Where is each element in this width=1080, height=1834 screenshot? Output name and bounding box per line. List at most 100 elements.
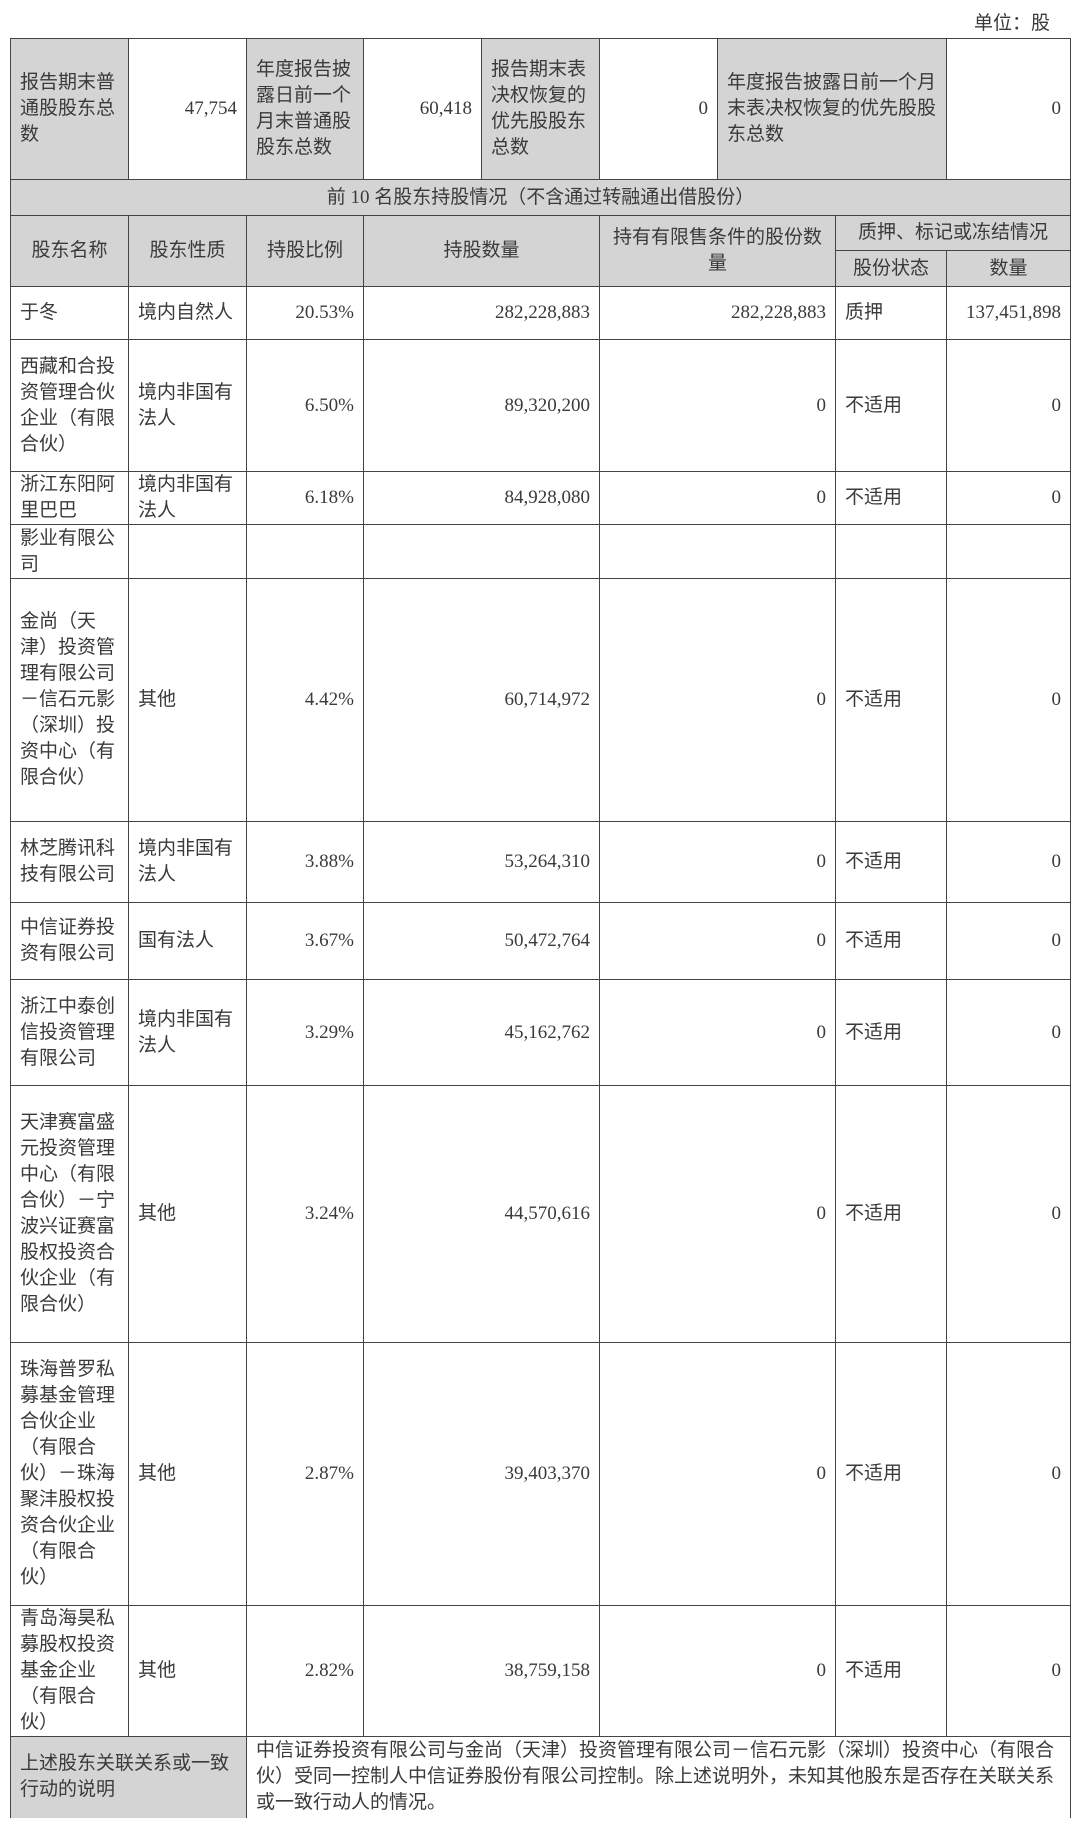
relation-note-row: 上述股东关联关系或一致行动的说明 中信证券投资有限公司与金尚（天津）投资管理有限公…	[10, 1736, 1072, 1818]
summary-label-1: 报告期末普通股股东总数	[10, 38, 129, 180]
summary-label-4: 年度报告披露日前一个月末表决权恢复的优先股股东总数	[716, 38, 948, 180]
summary-value-3: 0	[599, 38, 718, 180]
relation-note-label: 上述股东关联关系或一致行动的说明	[10, 1736, 247, 1818]
holding-ratio: 2.82%	[246, 1605, 364, 1737]
shares-held: 38,759,158	[363, 1605, 600, 1737]
pledge-quantity: 0	[946, 471, 1072, 525]
pledge-status: 质押	[834, 286, 948, 340]
pledge-status: 不适用	[834, 1085, 948, 1343]
summary-row: 报告期末普通股股东总数 47,754 年度报告披露日前一个月末普通股股东总数 6…	[10, 38, 1072, 180]
pledge-quantity: 0	[946, 1085, 1072, 1343]
table-row: 青岛海昊私募股权投资基金企业（有限合伙） 其他 2.82% 38,759,158 0 不适…	[10, 1605, 1072, 1737]
holding-ratio: 3.24%	[246, 1085, 364, 1343]
table-row: 林芝腾讯科技有限公司 境内非国有法人 3.88% 53,264,310 0 不适用 0	[10, 821, 1072, 903]
shares-held: 50,472,764	[363, 902, 600, 980]
section-title: 前 10 名股东持股情况（不含通过转融通出借股份）	[9, 179, 1072, 216]
pledge-status: 不适用	[834, 821, 948, 903]
holding-ratio: 2.87%	[246, 1342, 364, 1606]
shareholder-name: 于冬	[10, 286, 129, 340]
header-ratio: 持股比例	[246, 215, 364, 287]
pledge-status: 不适用	[834, 578, 948, 822]
header-pledge-qty: 数量	[946, 250, 1072, 287]
restricted-shares: 282,228,883	[599, 286, 836, 340]
holding-ratio: 6.18%	[246, 471, 364, 525]
shareholder-nature: 其他	[128, 578, 247, 822]
shares-held: 84,928,080	[363, 471, 600, 525]
shares-held: 60,714,972	[363, 578, 600, 822]
shareholder-name: 影业有限公司	[10, 524, 129, 579]
table-row: 天津赛富盛元投资管理中心（有限合伙）－宁波兴证赛富股权投资合伙企业（有限合伙）其…	[10, 1085, 1072, 1343]
shareholder-nature: 境内非国有法人	[128, 821, 247, 903]
restricted-shares: 0	[599, 1342, 836, 1606]
pledge-quantity: 0	[946, 902, 1072, 980]
shareholder-name: 林芝腾讯科技有限公司	[10, 821, 129, 903]
shares-held: 44,570,616	[363, 1085, 600, 1343]
pledge-status	[834, 524, 948, 579]
shareholder-name: 天津赛富盛元投资管理中心（有限合伙）－宁波兴证赛富股权投资合伙企业（有限合伙）	[10, 1085, 129, 1343]
shareholder-table: 报告期末普通股股东总数 47,754 年度报告披露日前一个月末普通股股东总数 6…	[9, 38, 1072, 1818]
pledge-quantity: 0	[946, 1605, 1072, 1737]
restricted-shares: 0	[599, 902, 836, 980]
shares-held	[363, 524, 600, 579]
pledge-status: 不适用	[834, 471, 948, 525]
restricted-shares: 0	[599, 1605, 836, 1737]
pledge-quantity: 0	[946, 821, 1072, 903]
shareholder-name: 西藏和合投资管理合伙企业（有限合伙）	[10, 339, 129, 472]
pledge-quantity: 0	[946, 578, 1072, 822]
pledge-quantity: 0	[946, 979, 1072, 1086]
shares-held: 89,320,200	[363, 339, 600, 472]
holding-ratio: 4.42%	[246, 578, 364, 822]
shares-held: 39,403,370	[363, 1342, 600, 1606]
pledge-quantity: 0	[946, 1342, 1072, 1606]
table-row: 金尚（天津）投资管理有限公司－信石元影（深圳）投资中心（有限合伙） 其他 4.42%…	[10, 578, 1072, 822]
summary-value-1: 47,754	[128, 38, 247, 180]
header-restricted: 持有有限售条件的股份数量	[599, 215, 836, 287]
summary-label-2: 年度报告披露日前一个月末普通股股东总数	[246, 38, 364, 180]
holding-ratio: 20.53%	[246, 286, 364, 340]
unit-label: 单位：股	[973, 13, 1050, 34]
holding-ratio	[246, 524, 364, 579]
pledge-quantity: 137,451,898	[946, 286, 1072, 340]
holding-ratio: 3.67%	[246, 902, 364, 980]
restricted-shares: 0	[599, 471, 836, 525]
summary-value-2: 60,418	[363, 38, 482, 180]
shareholder-nature: 其他	[128, 1342, 247, 1606]
pledge-status: 不适用	[834, 979, 948, 1086]
restricted-shares: 0	[599, 339, 836, 472]
pledge-status: 不适用	[834, 1605, 948, 1737]
restricted-shares	[599, 524, 836, 579]
shareholder-nature	[128, 524, 247, 579]
shareholder-nature: 境内非国有法人	[128, 471, 247, 525]
restricted-shares: 0	[599, 578, 836, 822]
shareholder-name: 青岛海昊私募股权投资基金企业（有限合伙）	[10, 1605, 129, 1737]
pledge-status: 不适用	[834, 339, 948, 472]
shareholder-name: 珠海普罗私募基金管理合伙企业（有限合伙）－珠海聚沣股权投资合伙企业（有限合伙）	[10, 1342, 129, 1606]
shareholder-nature: 境内非国有法人	[128, 979, 247, 1086]
holding-ratio: 3.29%	[246, 979, 364, 1086]
pledge-status: 不适用	[834, 1342, 948, 1606]
shares-held: 53,264,310	[363, 821, 600, 903]
summary-label-3: 报告期末表决权恢复的优先股股东总数	[481, 38, 600, 180]
shareholder-name: 浙江东阳阿里巴巴	[10, 471, 129, 525]
shareholder-nature: 其他	[128, 1085, 247, 1343]
relation-note-text: 中信证券投资有限公司与金尚（天津）投资管理有限公司－信石元影（深圳）投资中心（有…	[245, 1736, 1072, 1818]
shares-held: 45,162,762	[363, 979, 600, 1086]
shareholder-name: 浙江中泰创信投资管理有限公司	[10, 979, 129, 1086]
holding-ratio: 3.88%	[246, 821, 364, 903]
pledge-status: 不适用	[834, 902, 948, 980]
table-row: 西藏和合投资管理合伙企业（有限合伙） 境内非国有法人 6.50% 89,320,200…	[10, 339, 1072, 472]
summary-value-4: 0	[946, 38, 1072, 180]
restricted-shares: 0	[599, 979, 836, 1086]
pledge-quantity	[946, 524, 1072, 579]
header-nature: 股东性质	[128, 215, 247, 287]
table-row: 浙江东阳阿里巴巴 境内非国有法人 6.18% 84,928,080 0 不适用 0	[10, 471, 1072, 525]
restricted-shares: 0	[599, 1085, 836, 1343]
shareholder-nature: 境内自然人	[128, 286, 247, 340]
table-row: 影业有限公司	[10, 524, 1072, 579]
holding-ratio: 6.50%	[246, 339, 364, 472]
pledge-quantity: 0	[946, 339, 1072, 472]
shareholder-nature: 国有法人	[128, 902, 247, 980]
table-row: 中信证券投资有限公司 国有法人 3.67% 50,472,764 0 不适用 0	[10, 902, 1072, 980]
table-row: 浙江中泰创信投资管理有限公司 境内非国有法人 3.29% 45,162,762 0 不适用…	[10, 979, 1072, 1086]
header-shares: 持股数量	[363, 215, 600, 287]
